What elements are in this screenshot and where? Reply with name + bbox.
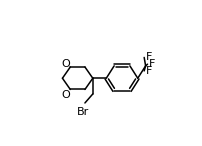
Text: Br: Br bbox=[77, 107, 89, 117]
Text: O: O bbox=[61, 89, 69, 100]
Text: F: F bbox=[145, 52, 152, 62]
Text: F: F bbox=[145, 66, 152, 76]
Text: F: F bbox=[148, 59, 155, 69]
Text: O: O bbox=[61, 59, 69, 69]
